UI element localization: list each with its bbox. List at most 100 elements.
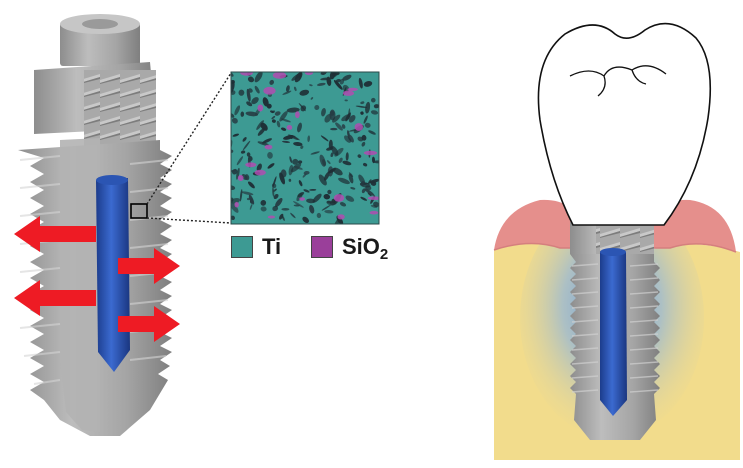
micro-particle bbox=[327, 189, 332, 195]
micro-particle bbox=[300, 105, 307, 112]
micro-particle bbox=[261, 138, 273, 144]
arrow-icon bbox=[118, 306, 180, 342]
micrograph-particles bbox=[231, 72, 379, 224]
micro-particle bbox=[236, 167, 240, 180]
micro-particle bbox=[326, 76, 332, 86]
micro-particle bbox=[358, 77, 363, 89]
sio2-particle bbox=[295, 111, 300, 119]
micro-particle bbox=[266, 103, 272, 109]
micro-particle bbox=[344, 135, 352, 143]
micro-particle bbox=[242, 137, 247, 142]
micro-particle bbox=[247, 181, 255, 189]
micro-particle bbox=[332, 114, 341, 123]
micro-particle bbox=[256, 120, 264, 130]
micro-particle bbox=[309, 205, 315, 214]
micro-particle bbox=[333, 79, 343, 90]
sio2-particle bbox=[363, 150, 378, 156]
micro-particle bbox=[364, 188, 375, 196]
micro-particle bbox=[348, 173, 354, 184]
micro-particle bbox=[246, 101, 253, 107]
micro-particle bbox=[309, 84, 313, 87]
micro-particle bbox=[357, 154, 362, 158]
micro-particle bbox=[274, 111, 281, 116]
micro-particle bbox=[373, 201, 379, 208]
micro-particle bbox=[364, 122, 371, 128]
micro-particle bbox=[241, 191, 254, 196]
zoom-lines bbox=[146, 72, 232, 224]
micro-particle bbox=[251, 97, 259, 105]
surface-micrograph bbox=[231, 72, 379, 224]
legend-label-sio2-main: SiO bbox=[342, 234, 380, 259]
micro-particle bbox=[281, 208, 290, 211]
micro-particle bbox=[310, 97, 314, 100]
micro-particle bbox=[272, 205, 279, 212]
micro-particle bbox=[239, 189, 243, 202]
legend-label-sio2: SiO2 bbox=[342, 236, 388, 266]
sio2-particle bbox=[234, 201, 239, 208]
micro-particle bbox=[360, 101, 365, 105]
micro-particle bbox=[285, 85, 290, 92]
micro-particle bbox=[365, 101, 371, 114]
micro-particle bbox=[290, 212, 296, 219]
micro-particle bbox=[231, 79, 235, 84]
cutaway-face bbox=[60, 138, 100, 432]
micro-particle bbox=[288, 178, 292, 182]
micro-particle bbox=[310, 151, 320, 155]
micro-particle bbox=[231, 185, 236, 190]
micro-particle bbox=[281, 127, 287, 131]
micro-particle bbox=[273, 193, 279, 200]
micro-particle bbox=[302, 173, 307, 178]
micro-particle bbox=[361, 141, 366, 147]
micro-particle bbox=[245, 111, 259, 117]
micro-particle bbox=[267, 152, 273, 159]
micro-particle bbox=[289, 156, 293, 163]
micro-particle bbox=[246, 152, 251, 157]
micro-particle bbox=[318, 174, 327, 186]
micro-particle bbox=[283, 134, 294, 140]
implant-cap bbox=[60, 22, 140, 66]
micro-particle bbox=[293, 141, 303, 147]
micro-particle bbox=[312, 193, 322, 203]
implant-core-right bbox=[600, 252, 627, 416]
sio2-particle bbox=[254, 169, 266, 176]
sio2-particle bbox=[286, 125, 293, 130]
micro-particle bbox=[329, 110, 335, 116]
micro-particle bbox=[348, 115, 356, 123]
sio2-particle bbox=[272, 72, 287, 79]
micro-particle bbox=[271, 119, 276, 123]
micro-particle bbox=[326, 146, 334, 151]
sio2-particle bbox=[304, 72, 314, 76]
sio2-particle bbox=[367, 196, 379, 200]
micro-particle bbox=[342, 74, 352, 81]
sio2-particle bbox=[237, 175, 244, 181]
micro-particle bbox=[269, 79, 275, 85]
micro-particle bbox=[360, 196, 368, 201]
sio2-particle bbox=[299, 197, 305, 201]
micro-particle bbox=[371, 156, 376, 164]
micro-particle bbox=[363, 80, 373, 87]
micro-particle bbox=[297, 122, 302, 133]
micro-particle bbox=[341, 114, 351, 122]
micro-particle bbox=[231, 215, 235, 221]
micro-particle bbox=[345, 195, 355, 202]
micro-particle bbox=[360, 180, 365, 186]
legend-swatch-ti bbox=[231, 236, 253, 258]
implant-core bbox=[96, 178, 130, 372]
micro-particle bbox=[257, 141, 270, 146]
micro-particle bbox=[231, 169, 237, 172]
micro-particle bbox=[244, 174, 250, 181]
micro-particle bbox=[231, 113, 235, 118]
micro-particle bbox=[249, 203, 253, 210]
micro-particle bbox=[330, 152, 334, 158]
micro-particle bbox=[327, 160, 331, 165]
micro-particle bbox=[347, 130, 350, 138]
sio2-particle bbox=[333, 194, 345, 202]
micro-particle bbox=[234, 105, 241, 116]
micro-particle bbox=[309, 188, 317, 191]
micro-particle bbox=[273, 188, 277, 192]
micro-particle bbox=[231, 72, 234, 77]
gum-region bbox=[494, 199, 736, 252]
micro-particle bbox=[363, 162, 368, 167]
micro-particle bbox=[296, 192, 303, 202]
micro-particle bbox=[314, 105, 320, 110]
